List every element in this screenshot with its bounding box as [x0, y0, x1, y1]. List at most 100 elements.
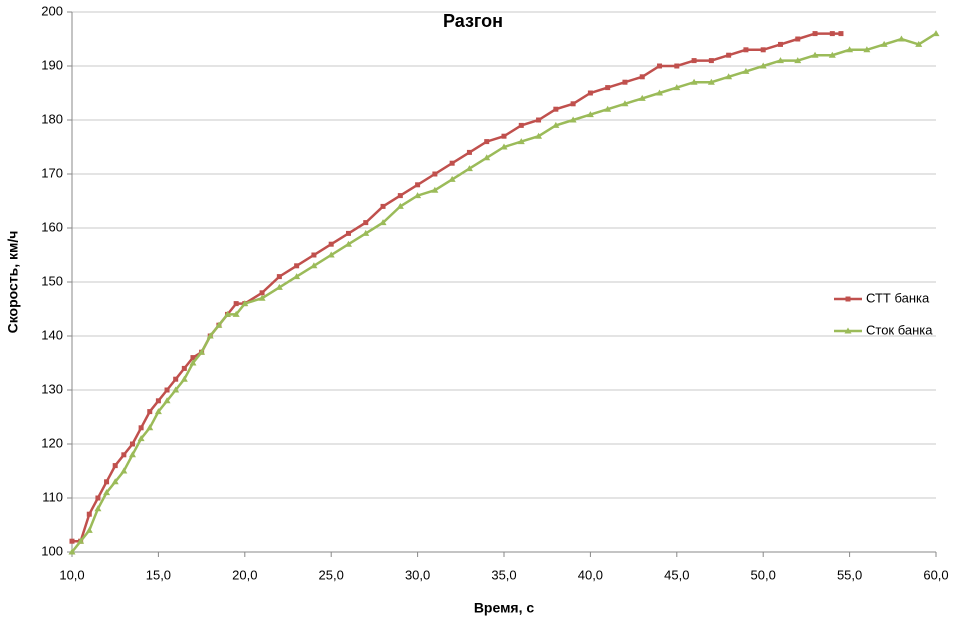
point — [111, 478, 119, 485]
point — [345, 230, 351, 236]
point — [932, 30, 940, 37]
y-tick-label: 130 — [41, 381, 63, 396]
point — [154, 408, 162, 415]
point — [484, 139, 490, 145]
x-tick-label: 20,0 — [232, 567, 257, 582]
point — [708, 58, 714, 64]
y-tick-label: 200 — [41, 3, 63, 18]
point — [760, 47, 766, 53]
point — [915, 40, 923, 47]
point — [431, 186, 439, 193]
point — [432, 171, 438, 177]
point — [363, 220, 369, 226]
point — [147, 409, 153, 415]
point — [94, 505, 102, 512]
point — [293, 273, 301, 280]
point — [396, 202, 404, 209]
point — [380, 203, 386, 209]
point — [795, 36, 801, 42]
point — [181, 365, 187, 371]
y-tick-label: 180 — [41, 111, 63, 126]
point — [215, 321, 223, 328]
point — [691, 58, 697, 64]
point — [95, 495, 101, 501]
point — [673, 84, 681, 91]
point — [146, 424, 154, 431]
y-tick-label: 160 — [41, 219, 63, 234]
x-tick-label: 35,0 — [491, 567, 516, 582]
point — [415, 182, 421, 188]
legend-label: СТТ банка — [866, 290, 930, 305]
point — [587, 90, 593, 96]
point — [233, 301, 239, 307]
x-tick-label: 40,0 — [578, 567, 603, 582]
point — [501, 133, 507, 139]
point — [811, 51, 819, 58]
x-tick-label: 10,0 — [59, 567, 84, 582]
y-tick-label: 190 — [41, 57, 63, 72]
point — [206, 332, 214, 339]
point — [725, 73, 733, 80]
point — [163, 397, 171, 404]
point — [448, 175, 456, 182]
point — [77, 537, 85, 544]
point — [190, 355, 196, 361]
point — [397, 193, 403, 199]
point — [258, 294, 266, 301]
point — [104, 479, 110, 485]
x-tick-label: 60,0 — [923, 567, 948, 582]
point — [180, 375, 188, 382]
point — [553, 106, 559, 112]
point — [517, 138, 525, 145]
x-tick-label: 50,0 — [751, 567, 776, 582]
point — [362, 229, 370, 236]
point — [605, 85, 611, 91]
point — [690, 78, 698, 85]
point — [310, 262, 318, 269]
x-tick-label: 25,0 — [319, 567, 344, 582]
point — [743, 47, 749, 53]
point — [500, 143, 508, 150]
point — [275, 283, 283, 290]
point — [137, 435, 145, 442]
point — [777, 41, 783, 47]
x-tick-label: 55,0 — [837, 567, 862, 582]
point — [232, 310, 240, 317]
point — [552, 121, 560, 128]
point — [880, 40, 888, 47]
point — [224, 310, 232, 317]
point — [674, 63, 680, 69]
y-tick-label: 110 — [42, 489, 63, 504]
point — [639, 74, 645, 80]
point — [121, 452, 127, 458]
y-tick-label: 170 — [41, 165, 63, 180]
legend-label: Сток банка — [866, 322, 933, 337]
point — [68, 548, 76, 555]
point — [129, 441, 135, 447]
point — [812, 31, 818, 37]
point — [344, 240, 352, 247]
point — [466, 149, 472, 155]
y-tick-label: 100 — [41, 543, 63, 558]
point — [120, 467, 128, 474]
y-axis-title: Скорость, км/ч — [5, 231, 21, 334]
point — [838, 31, 844, 37]
point — [776, 57, 784, 64]
legend-marker — [844, 327, 852, 334]
point — [241, 300, 249, 307]
point — [707, 78, 715, 85]
chart-title: Разгон — [443, 11, 503, 31]
point — [465, 165, 473, 172]
point — [112, 463, 118, 469]
point — [794, 57, 802, 64]
point — [622, 79, 628, 85]
point — [759, 62, 767, 69]
point — [828, 51, 836, 58]
point — [846, 46, 854, 53]
point — [86, 511, 92, 517]
point — [604, 105, 612, 112]
point — [164, 387, 170, 393]
point — [742, 67, 750, 74]
point — [189, 359, 197, 366]
